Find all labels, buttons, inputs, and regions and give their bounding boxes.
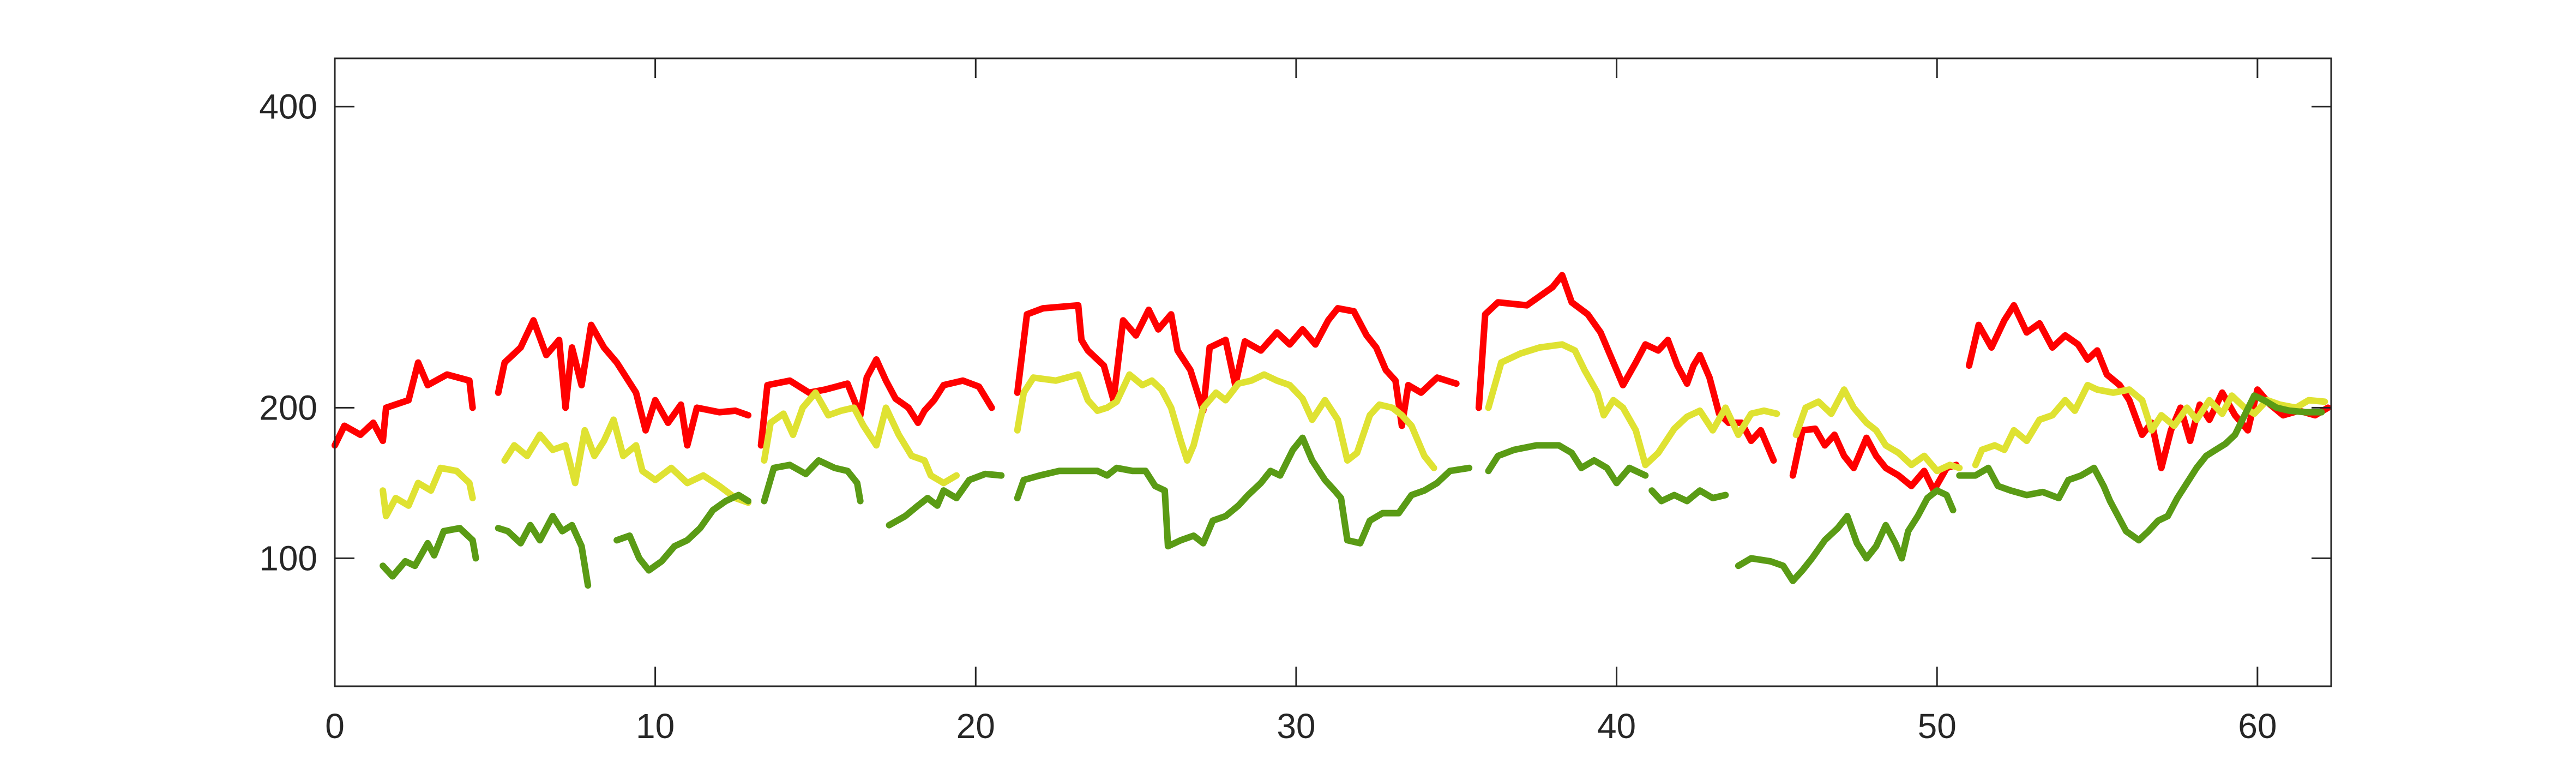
series-3-segment-10 bbox=[1956, 392, 2325, 544]
y-tick-label: 100 bbox=[259, 538, 317, 578]
series-3-segment-5 bbox=[886, 470, 1005, 529]
series-3-segment-1 bbox=[380, 525, 479, 580]
series-2-segment-6 bbox=[1792, 386, 1963, 475]
x-tick-label: 30 bbox=[1277, 706, 1315, 746]
series-2-segment-5 bbox=[1485, 341, 1780, 469]
series-2-segment-2 bbox=[501, 416, 752, 506]
series-1-segment-6 bbox=[1789, 426, 1960, 494]
series-3-segment-7 bbox=[1485, 442, 1649, 487]
series-3-segment-9 bbox=[1735, 487, 1957, 584]
series-2-segment-4 bbox=[1014, 371, 1437, 471]
series-1-segment-3 bbox=[757, 356, 995, 449]
series-3-segment-4 bbox=[761, 457, 864, 505]
x-tick-label: 20 bbox=[956, 706, 995, 746]
axes-layer: 0 10 20 30 40 50 60 100 200 400 bbox=[259, 57, 2332, 746]
series-3-segment-6 bbox=[1014, 434, 1473, 550]
x-tick-label: 40 bbox=[1597, 706, 1636, 746]
series-1-segment-1 bbox=[332, 359, 476, 449]
series-layer bbox=[332, 272, 2332, 589]
series-1-segment-7 bbox=[1966, 302, 2332, 471]
x-tick-label: 0 bbox=[325, 706, 345, 746]
x-tick-label: 10 bbox=[636, 706, 675, 746]
series-2-segment-1 bbox=[380, 464, 476, 520]
series-3-segment-8 bbox=[1648, 487, 1729, 505]
series-2-segment-7 bbox=[1972, 382, 2328, 469]
x-tick-label: 60 bbox=[2238, 706, 2277, 746]
series-3-segment-2 bbox=[495, 513, 592, 589]
x-tick-label: 50 bbox=[1918, 706, 1957, 746]
y-tick-label: 200 bbox=[259, 388, 317, 427]
plot-frame bbox=[334, 57, 2332, 687]
series-2-segment-3 bbox=[761, 389, 960, 487]
y-tick-label: 400 bbox=[259, 87, 317, 126]
series-1-segment-2 bbox=[495, 317, 752, 449]
series-3-segment-3 bbox=[613, 492, 752, 574]
series-1-segment-5 bbox=[1475, 272, 1777, 464]
